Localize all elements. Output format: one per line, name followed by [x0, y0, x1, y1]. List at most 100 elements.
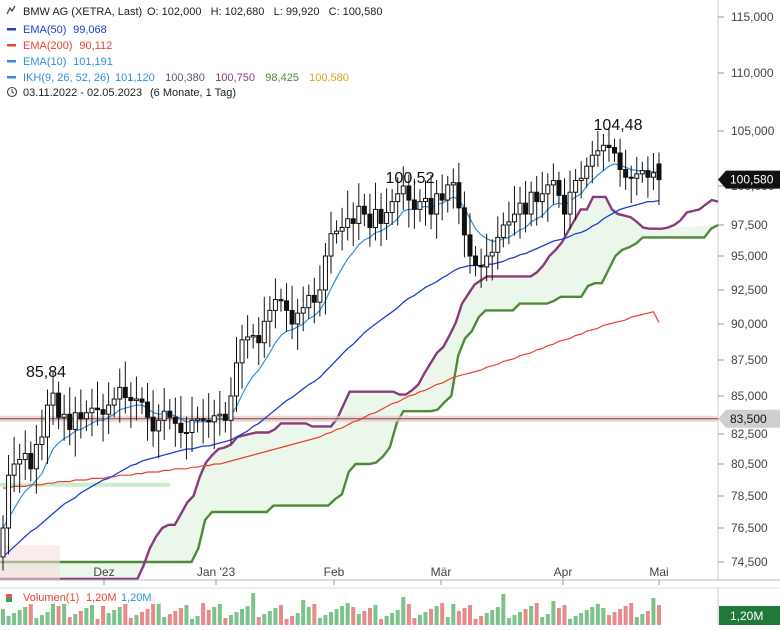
volume-bar	[139, 612, 144, 625]
volume-bar	[534, 603, 539, 625]
candle-body	[506, 221, 512, 226]
senkou-span-a-line	[0, 195, 719, 581]
period-note: (6 Monate, 1 Tag)	[150, 87, 236, 99]
ichimoku-cloud	[0, 195, 719, 581]
volume-bar	[6, 616, 11, 625]
volume-bar	[412, 618, 417, 625]
volume-bar	[384, 616, 389, 625]
candle-body	[534, 191, 540, 203]
candle-body	[17, 459, 23, 465]
volume-bars	[1, 593, 661, 625]
volume-panel: Volumen(1) 1,20M 1,20M 1,20M	[0, 587, 780, 625]
candle-body	[634, 173, 640, 179]
candle-body	[22, 453, 28, 460]
volume-bar	[401, 597, 406, 625]
volume-bar	[39, 615, 44, 625]
volume-bar	[223, 618, 228, 625]
legend: BMW AG (XETRA, Last) O: 102,000 H: 102,6…	[0, 0, 382, 102]
volume-bar	[423, 612, 428, 625]
volume-bar	[290, 616, 295, 625]
volume-bar	[462, 608, 467, 625]
volume-bar	[284, 619, 289, 625]
candle-body	[278, 299, 284, 302]
candle-body	[617, 152, 623, 170]
volume-bar	[262, 614, 267, 625]
volume-bar	[95, 619, 100, 625]
candle-body	[378, 208, 384, 224]
candle-body	[100, 409, 106, 415]
y-tick-label: 82,500	[731, 427, 768, 441]
candle-body	[567, 191, 573, 215]
candle-body	[239, 339, 245, 364]
volume-bar	[495, 607, 500, 625]
volume-legend-swatch-green	[6, 598, 12, 602]
volume-bar	[584, 610, 589, 625]
volume-bar	[306, 607, 311, 625]
candle-body	[606, 144, 612, 149]
y-tick-label: 85,000	[731, 389, 768, 403]
candle-body	[256, 335, 262, 344]
ohlc-values: O: 102,000 H: 102,680 L: 99,920 C: 100,5…	[147, 6, 382, 18]
volume-bar	[190, 619, 195, 625]
volume-bar	[123, 604, 128, 625]
volume-bar	[512, 615, 517, 625]
candle-body	[445, 184, 451, 201]
candle-body	[600, 144, 606, 152]
candle-body	[400, 185, 406, 195]
legend-value: 99,068	[73, 24, 107, 36]
volume-bar	[334, 609, 339, 625]
volume-bar	[601, 608, 606, 625]
candle-body	[411, 199, 417, 210]
volume-bar	[467, 605, 472, 625]
candle-body	[233, 362, 239, 397]
ema10-line	[2, 163, 660, 529]
legend-swatch	[7, 60, 16, 63]
volume-bar	[267, 611, 272, 625]
volume-bar	[451, 604, 456, 625]
candle-body	[178, 422, 184, 433]
candle-body	[528, 191, 534, 215]
volume-bar	[256, 617, 261, 625]
candle-body	[189, 419, 195, 433]
candle-body	[44, 404, 50, 438]
candle-body	[39, 436, 45, 445]
volume-bar	[367, 608, 372, 625]
candle-body	[139, 398, 145, 403]
volume-bar	[490, 610, 495, 625]
volume-bar	[112, 610, 117, 625]
volume-bar	[506, 618, 511, 625]
volume-bar	[184, 605, 189, 625]
candle-body	[228, 395, 234, 421]
volume-bar	[523, 609, 528, 625]
volume-bar	[295, 613, 300, 625]
volume-bar	[317, 618, 322, 625]
candle-body	[167, 410, 173, 418]
candle-body	[217, 413, 223, 417]
candle-body	[473, 255, 479, 267]
volume-bar	[551, 601, 556, 625]
candle-body	[150, 416, 156, 432]
annotations: 85,84 100,52 104,48	[26, 117, 643, 381]
legend-label: EMA(10)	[23, 56, 66, 68]
candle-body	[289, 309, 295, 325]
y-tick-label: 74,500	[731, 555, 768, 569]
volume-bar	[312, 604, 317, 625]
candle-body	[656, 163, 662, 181]
volume-bar	[395, 610, 400, 625]
candle-body	[467, 234, 473, 257]
candle-body	[423, 197, 429, 203]
volume-bar	[651, 598, 656, 625]
volume-label: Volumen(1)	[23, 592, 79, 604]
volume-bar	[556, 608, 561, 625]
volume-bar	[545, 614, 550, 625]
legend-value: 101,191	[73, 56, 113, 68]
y-tick-label: 97,500	[731, 218, 768, 232]
volume-bar	[301, 600, 306, 625]
volume-bar	[429, 609, 434, 625]
candle-body	[345, 218, 351, 228]
candle-body	[384, 212, 390, 224]
candle-body	[6, 474, 12, 529]
candle-body	[489, 251, 495, 257]
volume-bar	[17, 610, 22, 625]
price-tag-bg	[718, 170, 780, 189]
